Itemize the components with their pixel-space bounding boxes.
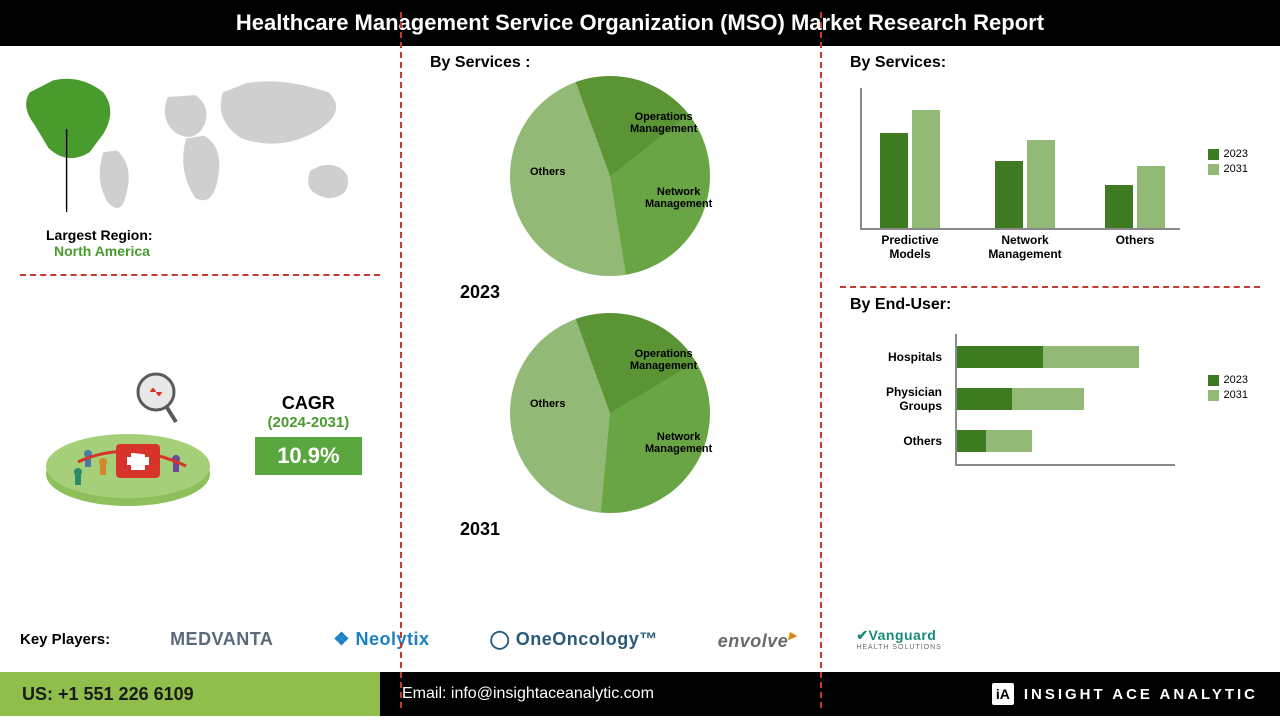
bar [880,133,908,228]
col-right: By Services: 2023 2031 Predictive Models… [820,46,1280,606]
vbar-chart: 2023 2031 Predictive Models Network Manag… [840,78,1260,278]
contact-email: Email: info@insightaceanalytic.com iA IN… [380,672,1280,716]
hbar-chart: 2023 2031 Hospitals Physician Groups Other… [840,324,1260,504]
hbar-category-label: Hospitals [840,350,950,364]
pie-slice-label: OperationsManagement [630,111,697,135]
bar [995,161,1023,228]
col-left: Largest Region: North America [0,46,400,606]
pie-year-2023: 2023 [460,282,820,303]
pie-year-2031: 2031 [460,519,820,540]
pie-slice-label: OperationsManagement [630,348,697,372]
legend-label: 2031 [1224,389,1248,401]
region-label: Largest Region: [46,227,384,243]
bar [912,110,940,228]
cagr-title: CAGR [255,393,361,414]
logo-oneoncology: ◯ OneOncology™ [490,629,658,650]
region-value: North America [54,243,384,259]
hbar-category-label: Physician Groups [840,385,950,413]
hbar-title: By End-User: [850,296,1280,314]
pie-slice-label: NetworkManagement [645,186,712,210]
healthcare-illustration [38,344,218,524]
region-block: Largest Region: North America [0,46,400,266]
main-grid: Largest Region: North America [0,46,1280,606]
page-title: Healthcare Management Service Organizati… [0,0,1280,46]
cagr-block: CAGR (2024-2031) 10.9% [0,284,400,584]
logo-medvanta: MEDVANTA [170,629,273,650]
world-map [16,58,384,228]
bar-category-label: Predictive Models [860,233,960,261]
pie-slice-label: Others [530,166,565,178]
legend-label: 2023 [1224,148,1248,160]
cagr-period: (2024-2031) [255,414,361,431]
bar [1137,166,1165,228]
hbar [957,430,1032,452]
pie-2023: OperationsManagement NetworkManagement O… [495,76,725,276]
pie-slice-label: Others [530,398,565,410]
pie-slice-label: NetworkManagement [645,431,712,455]
bar [1105,185,1133,228]
logo-vanguard: ✔VanguardHEALTH SOLUTIONS [856,627,942,651]
vbar-title: By Services: [850,54,1280,72]
col-middle: By Services : OperationsManagement Netwo… [400,46,820,606]
brand-icon: iA [992,683,1014,705]
bar-category-label: Others [1085,233,1185,247]
hbar [957,388,1084,410]
key-players-label: Key Players: [20,631,110,648]
divider-h-left [20,274,380,276]
contact-phone: US: +1 551 226 6109 [0,672,380,716]
hbar [957,346,1139,368]
logo-neolytix: ❖ Neolytix [333,629,429,650]
bar-category-label: Network Management [975,233,1075,261]
bar [1027,140,1055,228]
legend-label: 2023 [1224,374,1248,386]
brand-name: iA INSIGHT ACE ANALYTIC [992,683,1258,705]
contact-bar: US: +1 551 226 6109 Email: info@insighta… [0,672,1280,716]
hbar-category-label: Others [840,434,950,448]
cagr-value-badge: 10.9% [255,437,361,475]
key-players-row: Key Players: MEDVANTA ❖ Neolytix ◯ OneOn… [0,606,1280,672]
logo-envolve: envolve▸ [718,626,797,652]
pie-2031: OperationsManagement NetworkManagement O… [495,313,725,513]
divider-h-right [840,286,1260,288]
legend-label: 2031 [1224,163,1248,175]
pie-section-title: By Services : [430,54,820,72]
